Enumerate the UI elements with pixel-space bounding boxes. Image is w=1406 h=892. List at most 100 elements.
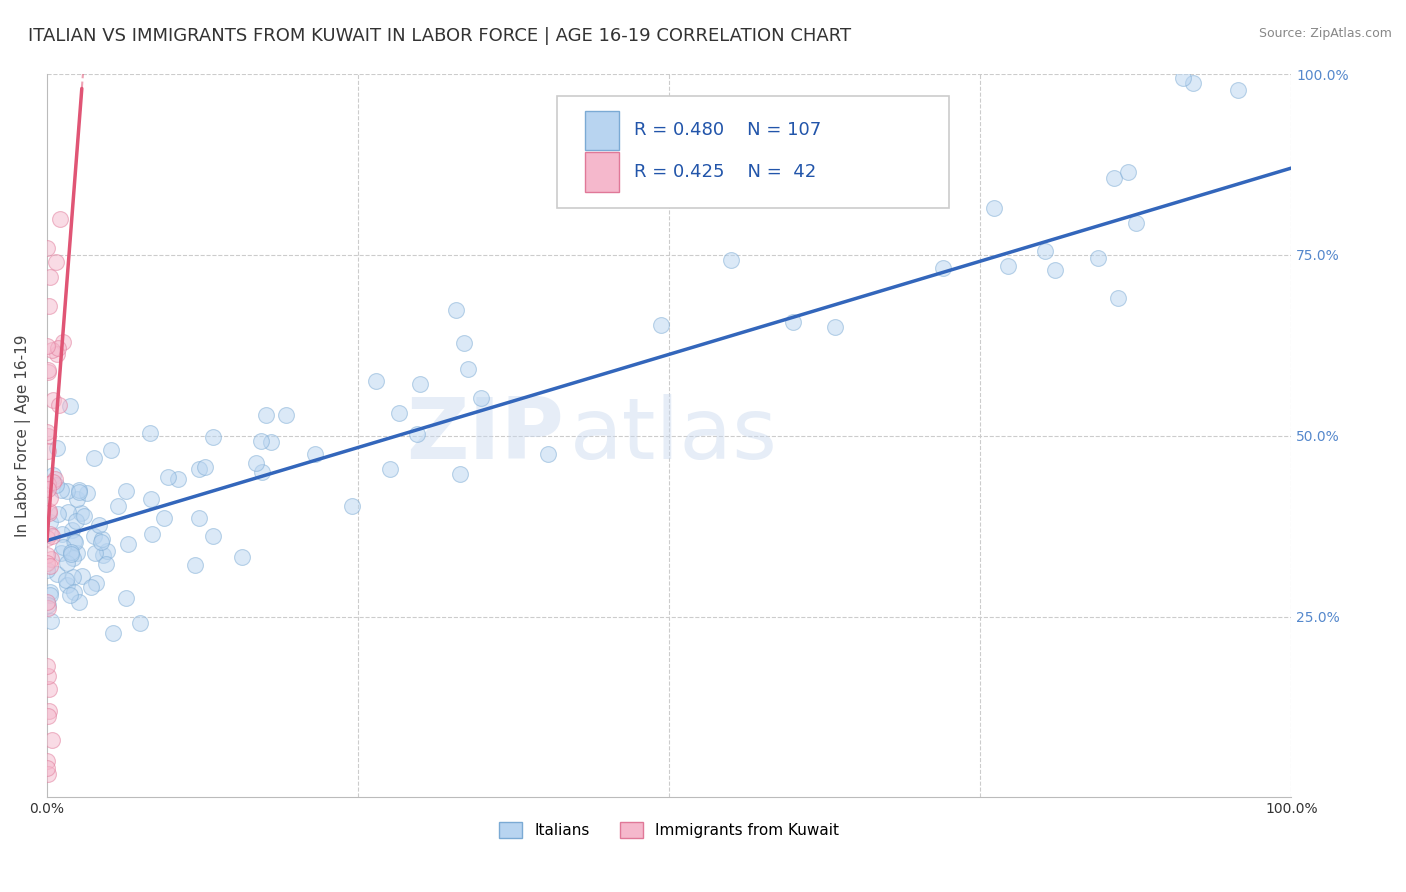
Point	[184, 558, 207, 572]
FancyBboxPatch shape	[557, 95, 949, 208]
Point	[46, 347, 69, 361]
Point	[76, 486, 98, 500]
Text: Source: ZipAtlas.com: Source: ZipAtlas.com	[1258, 27, 1392, 40]
Point	[260, 434, 283, 449]
Point	[59, 588, 82, 602]
Point	[231, 550, 253, 565]
Point	[304, 447, 326, 461]
Point	[1043, 263, 1066, 277]
Point	[650, 318, 672, 332]
Point	[453, 336, 475, 351]
Legend: Italians, Immigrants from Kuwait: Italians, Immigrants from Kuwait	[494, 816, 845, 844]
Point	[37, 556, 59, 570]
Point	[117, 537, 139, 551]
Text: ZIP: ZIP	[406, 394, 564, 477]
Point	[254, 408, 277, 422]
Y-axis label: In Labor Force | Age 16-19: In Labor Force | Age 16-19	[15, 334, 31, 537]
Text: atlas: atlas	[569, 394, 778, 477]
Point	[139, 426, 162, 441]
Bar	[585, 152, 620, 192]
Point	[276, 409, 298, 423]
Point	[37, 365, 59, 379]
Point	[60, 547, 83, 561]
Point	[56, 577, 79, 591]
Point	[49, 211, 72, 226]
Point	[63, 533, 86, 548]
Point	[49, 546, 72, 560]
Point	[67, 483, 90, 498]
Point	[38, 504, 60, 518]
Point	[406, 427, 429, 442]
Point	[187, 462, 209, 476]
Point	[378, 462, 401, 476]
Point	[39, 588, 62, 602]
Bar	[585, 111, 620, 151]
Point	[38, 704, 60, 718]
Point	[250, 434, 273, 448]
Point	[65, 535, 87, 549]
Point	[39, 584, 62, 599]
Point	[46, 441, 69, 455]
Point	[537, 447, 560, 461]
Point	[107, 500, 129, 514]
Point	[141, 526, 163, 541]
Point	[37, 299, 59, 313]
Point	[39, 515, 62, 529]
Point	[38, 491, 60, 505]
Point	[83, 450, 105, 465]
Point	[1227, 83, 1250, 97]
Point	[1107, 292, 1129, 306]
Point	[444, 302, 467, 317]
Point	[38, 506, 60, 520]
Point	[70, 569, 93, 583]
Point	[37, 767, 59, 781]
Point	[39, 614, 62, 628]
Point	[94, 557, 117, 571]
Point	[202, 429, 225, 443]
Point	[388, 406, 411, 420]
Point	[166, 472, 188, 486]
Point	[66, 546, 89, 560]
Point	[1104, 170, 1126, 185]
Point	[41, 475, 63, 489]
Point	[824, 319, 846, 334]
Point	[250, 465, 273, 479]
Point	[51, 527, 73, 541]
Point	[37, 595, 59, 609]
Point	[101, 626, 124, 640]
Point	[187, 511, 209, 525]
Point	[932, 261, 955, 276]
Point	[73, 508, 96, 523]
Point	[91, 549, 114, 563]
Point	[66, 491, 89, 506]
Point	[52, 540, 75, 554]
Point	[37, 548, 59, 562]
Text: R = 0.425    N =  42: R = 0.425 N = 42	[634, 162, 817, 181]
Point	[45, 477, 67, 491]
Point	[38, 558, 60, 573]
Point	[1182, 76, 1205, 90]
Point	[720, 253, 742, 268]
Point	[1171, 70, 1194, 85]
Point	[470, 391, 492, 405]
Point	[983, 201, 1005, 215]
Point	[457, 361, 479, 376]
Point	[37, 658, 59, 673]
Point	[366, 375, 388, 389]
Point	[41, 732, 63, 747]
Point	[48, 398, 70, 412]
Point	[100, 442, 122, 457]
Point	[194, 460, 217, 475]
Point	[62, 570, 84, 584]
Point	[67, 595, 90, 609]
Point	[42, 392, 65, 407]
Point	[59, 545, 82, 559]
Point	[62, 550, 84, 565]
Point	[56, 484, 79, 499]
Point	[449, 467, 471, 481]
Point	[41, 529, 63, 543]
Point	[37, 444, 59, 458]
Point	[56, 557, 79, 571]
Point	[37, 482, 59, 496]
Point	[114, 483, 136, 498]
